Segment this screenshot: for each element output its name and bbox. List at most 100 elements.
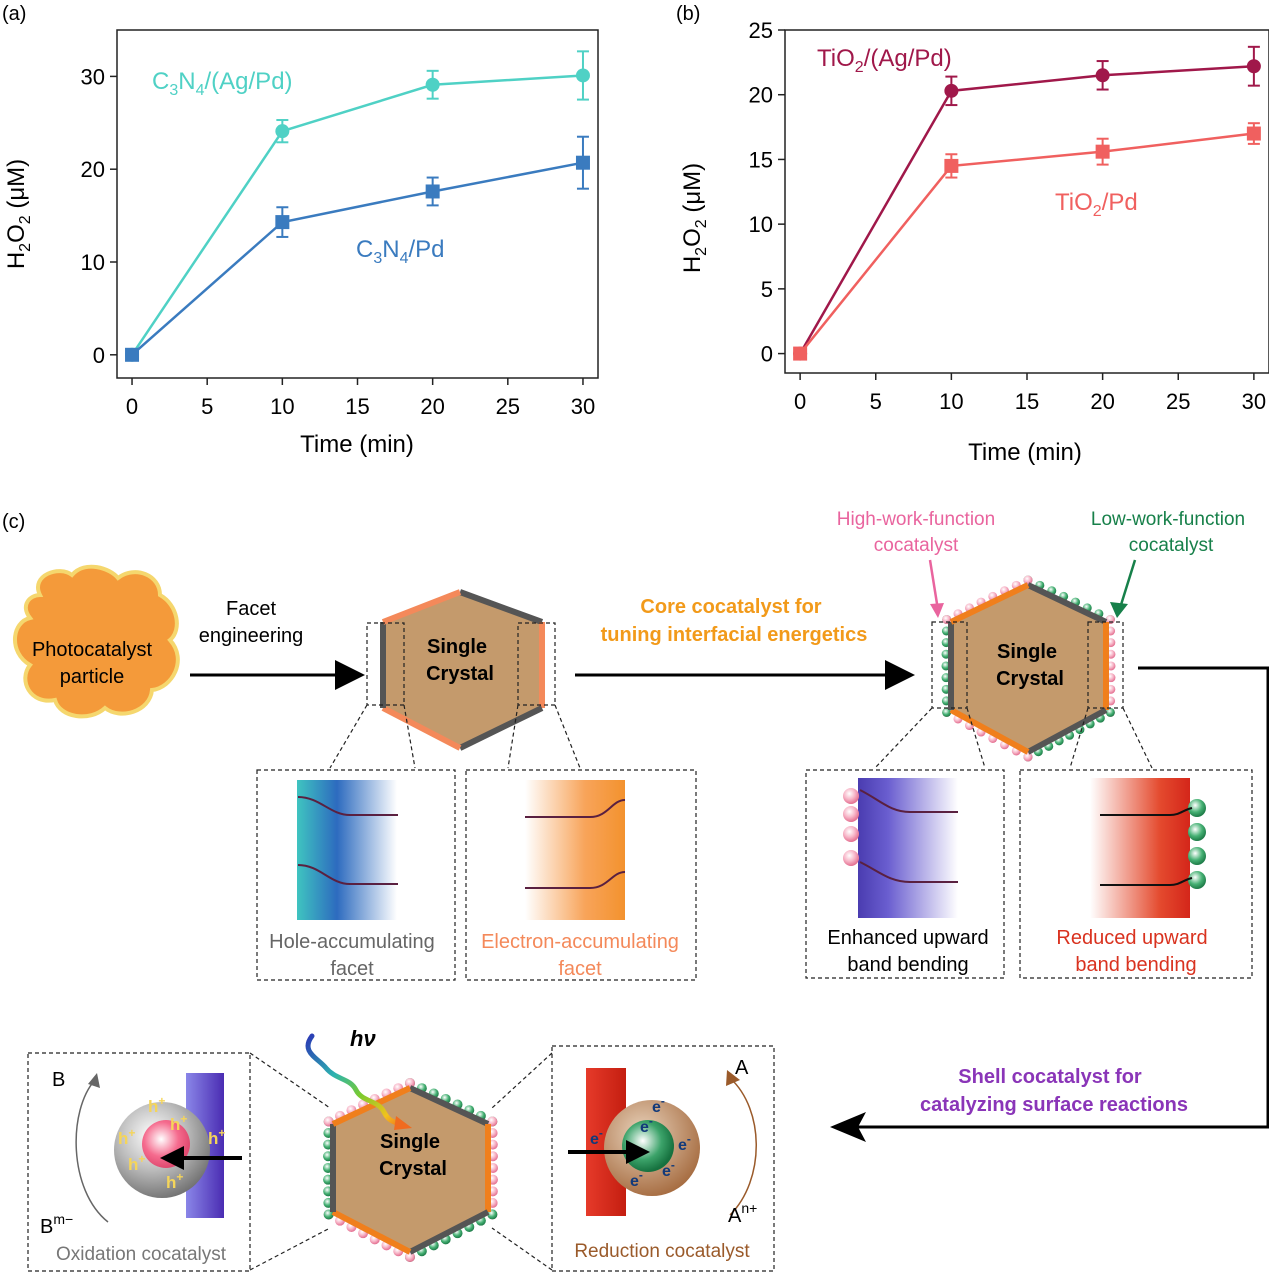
particle-label-2: particle xyxy=(60,666,124,688)
chart-b-xlabel: Time (min) xyxy=(968,439,1082,466)
chart-b: 0 5 10 15 20 25 30 0 5 10 15 20 25 Time (min) H2O2 (… xyxy=(679,18,1269,466)
enhanced-label-2: band bending xyxy=(847,954,968,976)
x-tick-label: 15 xyxy=(345,394,369,419)
crystal-1: Single Crystal xyxy=(366,589,556,751)
y-tick-label: 10 xyxy=(81,250,105,275)
chart-b-frame xyxy=(784,29,1269,374)
pink-cocatalyst xyxy=(843,850,859,866)
green-cocatalyst xyxy=(1188,847,1206,865)
data-point xyxy=(425,184,440,199)
crystal-2-label-1: Single xyxy=(997,641,1057,663)
hv-label: hν xyxy=(350,1026,376,1051)
inset-reduced-bending: Reduced upward band bending xyxy=(1019,769,1253,979)
panel-label-a: (a) xyxy=(2,3,26,25)
data-point xyxy=(944,158,959,173)
data-point xyxy=(575,68,590,83)
crystal-1-label-1: Single xyxy=(427,636,487,658)
hole-label: h+ xyxy=(170,1112,187,1134)
x-tick-label: 0 xyxy=(126,394,138,419)
green-cocatalyst xyxy=(1188,871,1206,889)
data-point xyxy=(793,346,808,361)
crystal-2-label-2: Crystal xyxy=(996,668,1064,690)
hole-label: h+ xyxy=(148,1094,165,1116)
series-line-0 xyxy=(799,64,1254,355)
x-tick-label: 25 xyxy=(496,394,520,419)
low-wf-label-2: cocatalyst xyxy=(1129,535,1214,556)
inset-enhanced-bending: Enhanced upward band bending xyxy=(805,769,1005,979)
electron-label: e- xyxy=(590,1126,603,1148)
chart-a-series-label-1: C3N4/(Ag/Pd) xyxy=(152,68,293,99)
cocatalyst-dot xyxy=(323,1116,334,1127)
green-cocatalyst xyxy=(1188,799,1206,817)
facet-eng-label-1: Facet xyxy=(226,598,276,620)
reduced-label-2: band bending xyxy=(1075,954,1196,976)
cocatalyst-dot xyxy=(404,1078,415,1088)
data-point xyxy=(425,77,440,92)
y-tick-label: 5 xyxy=(761,277,773,302)
x-tick-label: 5 xyxy=(870,389,882,414)
y-tick-label: 30 xyxy=(81,64,105,89)
x-tick-label: 30 xyxy=(571,394,595,419)
electron-label: e- xyxy=(630,1168,643,1190)
x-tick-label: 10 xyxy=(939,389,963,414)
inset-hole-facet: Hole-accumulating facet xyxy=(256,769,456,981)
chart-b-series-label-2: TiO2/Pd xyxy=(1055,189,1138,220)
chart-a-series-label-2: C3N4/Pd xyxy=(356,236,445,267)
series-line-1 xyxy=(131,161,584,356)
pink-cocatalyst xyxy=(843,788,859,804)
y-tick-label: 0 xyxy=(93,343,105,368)
particle-label-1: Photocatalyst xyxy=(32,639,153,661)
core-cocatalyst-label-1: Core cocatalyst for xyxy=(640,596,821,618)
chart-a-ylabel: H2O2 (μM) xyxy=(3,159,34,269)
hole-label: h+ xyxy=(166,1170,183,1192)
high-wf-label-1: High-work-function xyxy=(837,509,995,530)
electron-facet-label-1: Electron-accumulating xyxy=(481,931,679,953)
zoom-lines-1 xyxy=(329,704,1153,769)
electron-label: e- xyxy=(678,1132,691,1154)
b-product: B xyxy=(52,1069,65,1091)
panel-label-b: (b) xyxy=(676,3,700,25)
y-tick-label: 20 xyxy=(81,157,105,182)
data-point xyxy=(1246,59,1261,74)
x-tick-label: 20 xyxy=(1090,389,1114,414)
b-reactant: Bm− xyxy=(40,1211,73,1238)
a-product: A xyxy=(735,1057,749,1079)
zoom-lines-2 xyxy=(249,1052,553,1271)
x-tick-label: 30 xyxy=(1242,389,1266,414)
cocatalyst-dot xyxy=(1105,707,1115,717)
chart-a: 0 5 10 15 20 25 30 0 10 20 30 Time (min) H2O2 (μM)… xyxy=(3,29,599,458)
chart-a-xlabel: Time (min) xyxy=(300,431,414,458)
y-tick-label: 15 xyxy=(749,147,773,172)
chart-b-series-label-1: TiO2/(Ag/Pd) xyxy=(817,45,952,76)
y-tick-label: 25 xyxy=(749,18,773,43)
a-reactant: An+ xyxy=(728,1200,757,1227)
cocatalyst-dot xyxy=(1023,752,1033,762)
core-cocatalyst-label-2: tuning interfacial energetics xyxy=(601,624,868,646)
shell-cocatalyst-label-1: Shell cocatalyst for xyxy=(958,1066,1142,1088)
crystal-3-label-1: Single xyxy=(380,1131,440,1153)
y-tick-label: 20 xyxy=(749,83,773,108)
reduction-cocatalyst-label: Reduction cocatalyst xyxy=(574,1241,750,1262)
arrow-high-wf xyxy=(928,559,940,611)
data-point xyxy=(1095,68,1110,83)
oxidation-cocatalyst-label: Oxidation cocatalyst xyxy=(56,1244,227,1265)
shell-cocatalyst-label-2: catalyzing surface reactions xyxy=(920,1094,1188,1116)
cocatalyst-dot xyxy=(404,1252,415,1262)
x-tick-label: 25 xyxy=(1166,389,1190,414)
data-point xyxy=(125,347,140,362)
inset-reduction: e-e-e-e-e-e- A An+ Reduction cocatalyst xyxy=(551,1045,775,1272)
hole-label: h+ xyxy=(208,1126,225,1148)
series-line-0 xyxy=(130,74,584,356)
inset-electron-facet: Electron-accumulating facet xyxy=(465,769,697,981)
facet-eng-label-2: engineering xyxy=(199,625,304,647)
pink-cocatalyst xyxy=(843,826,859,842)
electron-facet-label-2: facet xyxy=(558,958,602,980)
inset-oxidation: h+h+ h+h+h+h+ B Bm− Oxidation cocatalyst xyxy=(27,1052,251,1272)
series-line-1 xyxy=(799,132,1255,355)
x-tick-label: 20 xyxy=(420,394,444,419)
x-tick-label: 15 xyxy=(1015,389,1039,414)
crystal-1-label-2: Crystal xyxy=(426,663,494,685)
electron-label: e- xyxy=(652,1094,665,1116)
panel-label-c: (c) xyxy=(2,511,25,533)
